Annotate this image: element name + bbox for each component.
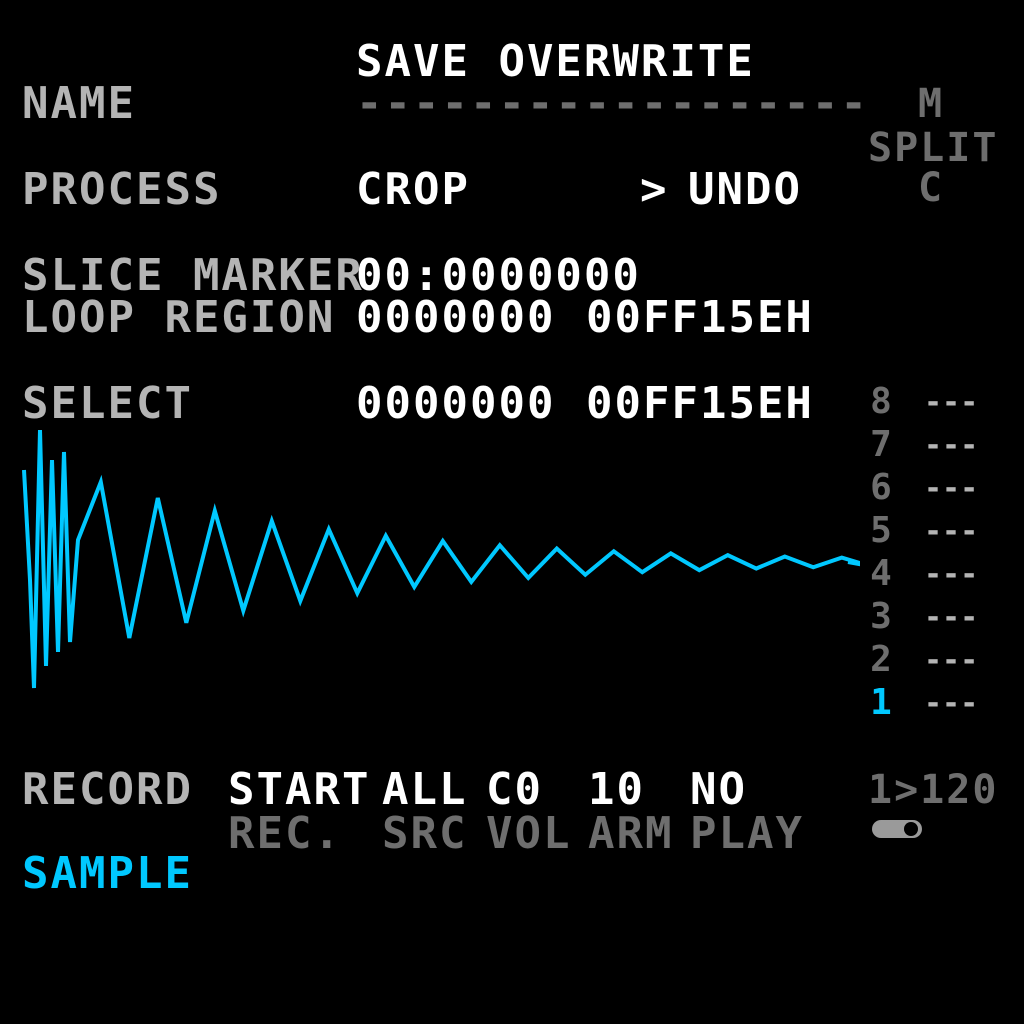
slice-marker-label: SLICE MARKER	[22, 250, 364, 301]
slice-number[interactable]: 7	[870, 424, 892, 465]
slice-value: ---	[924, 686, 979, 721]
slice-value: ---	[924, 557, 979, 592]
slice-number[interactable]: 3	[870, 596, 892, 637]
play-sublabel: PLAY	[690, 808, 804, 859]
record-volume[interactable]: C0	[486, 764, 543, 815]
name-field[interactable]: ------------------	[356, 78, 869, 129]
record-label: RECORD	[22, 764, 193, 815]
name-label: NAME	[22, 78, 136, 129]
loop-region-label: LOOP REGION	[22, 292, 336, 343]
record-play[interactable]: NO	[690, 764, 747, 815]
slice-number[interactable]: 6	[870, 467, 892, 508]
slice-value: ---	[924, 514, 979, 549]
waveform-line	[22, 429, 860, 689]
select-label: SELECT	[22, 378, 193, 429]
page-label-sample[interactable]: SAMPLE	[22, 848, 193, 899]
vol-sublabel: VOL	[486, 808, 572, 859]
undo-button[interactable]: UNDO	[688, 164, 802, 215]
slice-number[interactable]: 8	[870, 381, 892, 422]
record-start[interactable]: START	[228, 764, 371, 815]
tempo-readout[interactable]: 1>120	[868, 767, 999, 813]
process-crop[interactable]: CROP	[356, 164, 470, 215]
loop-region-start[interactable]: 0000000	[356, 292, 556, 343]
rec-sublabel: REC.	[228, 808, 342, 859]
record-source[interactable]: ALL	[382, 764, 468, 815]
slice-value: ---	[924, 428, 979, 463]
slice-number[interactable]: 4	[870, 553, 892, 594]
process-label: PROCESS	[22, 164, 222, 215]
record-toggle-icon[interactable]	[872, 820, 922, 838]
loop-region-end[interactable]: 00FF15EH	[586, 292, 814, 343]
page-title[interactable]: SAVE OVERWRITE	[356, 36, 755, 87]
cursor-icon: >	[640, 164, 669, 215]
record-arm[interactable]: 10	[588, 764, 645, 815]
arm-sublabel: ARM	[588, 808, 674, 859]
select-end[interactable]: 00FF15EH	[586, 378, 814, 429]
mode-indicator-top: M	[918, 81, 945, 127]
mode-indicator-bottom: C	[918, 165, 945, 211]
select-start[interactable]: 0000000	[356, 378, 556, 429]
slice-value: ---	[924, 643, 979, 678]
slice-number[interactable]: 2	[870, 639, 892, 680]
slice-value: ---	[924, 385, 979, 420]
slice-number[interactable]: 5	[870, 510, 892, 551]
waveform-display[interactable]	[0, 420, 860, 720]
slice-value: ---	[924, 471, 979, 506]
split-label[interactable]: SPLIT	[868, 125, 999, 171]
src-sublabel: SRC	[382, 808, 468, 859]
slice-number[interactable]: 1	[870, 682, 892, 723]
slice-marker-value[interactable]: 00:0000000	[356, 250, 641, 301]
toggle-knob	[904, 822, 918, 836]
slice-value: ---	[924, 600, 979, 635]
